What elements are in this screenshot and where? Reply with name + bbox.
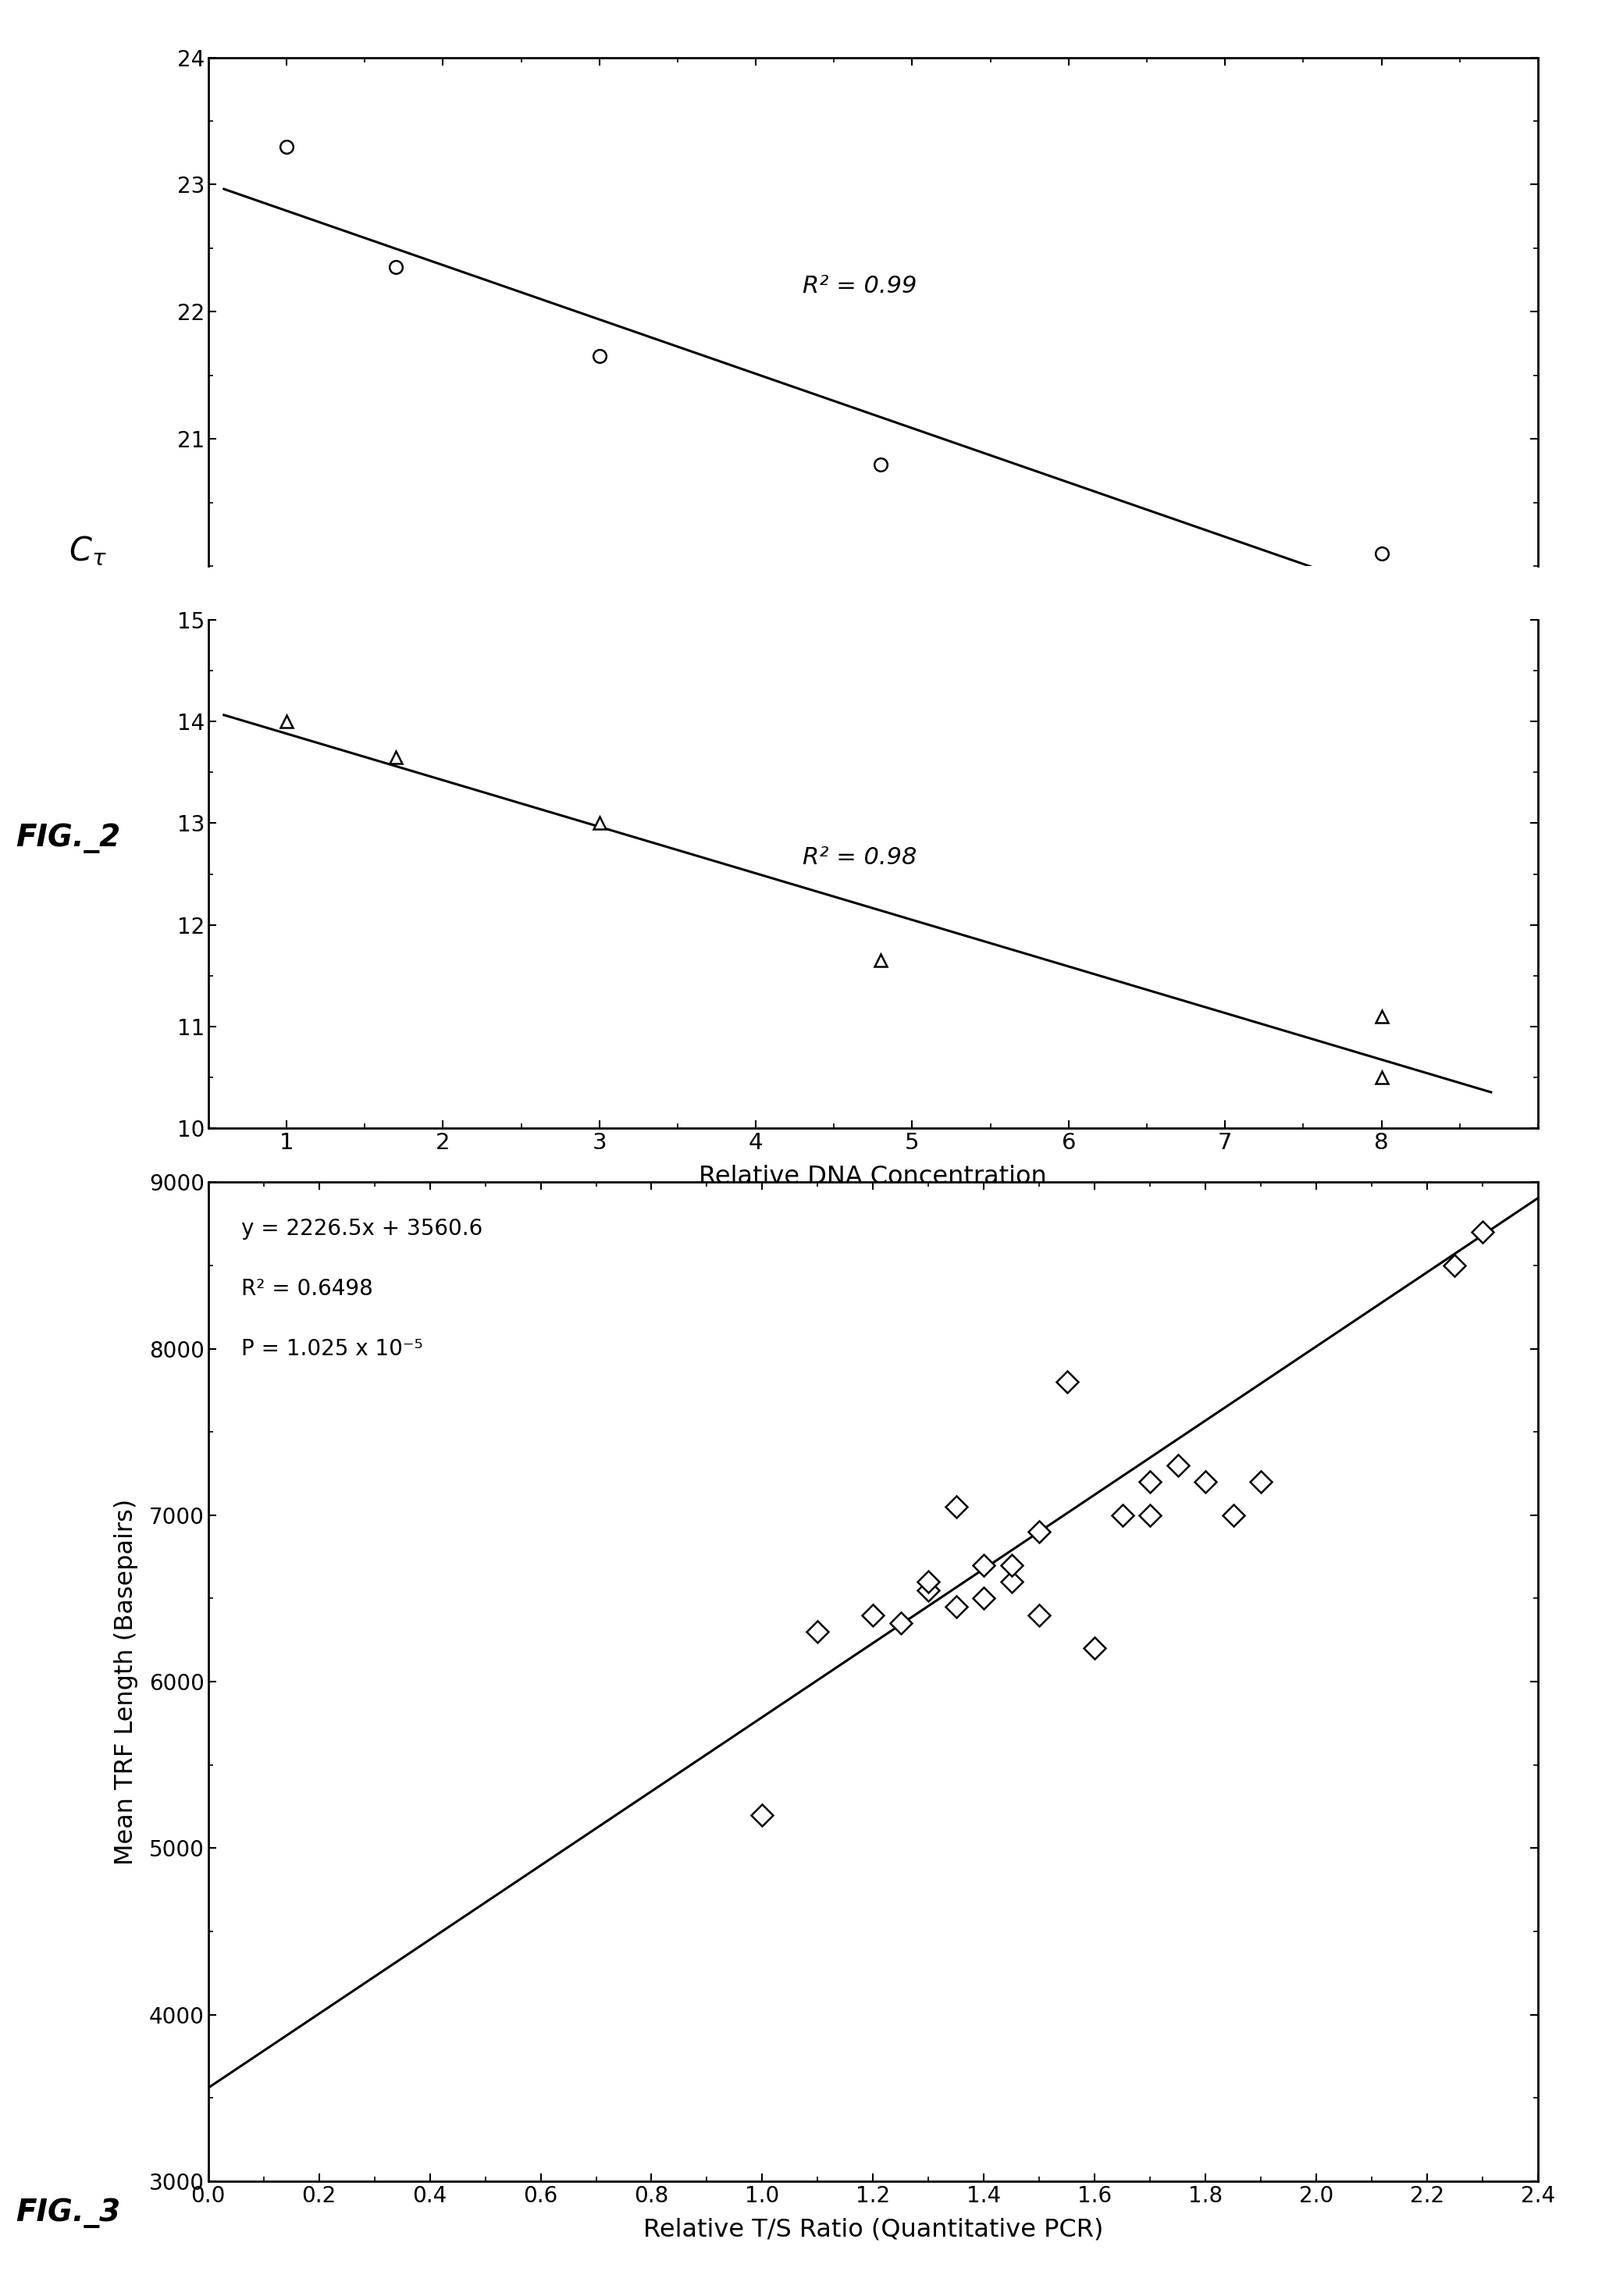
- Text: R² = 0.6498: R² = 0.6498: [242, 1279, 373, 1300]
- Text: FIG._2: FIG._2: [16, 822, 120, 854]
- Text: $C_\tau$: $C_\tau$: [69, 535, 107, 567]
- Text: R² = 0.99: R² = 0.99: [803, 276, 916, 296]
- Text: y = 2226.5x + 3560.6: y = 2226.5x + 3560.6: [242, 1219, 482, 1240]
- Text: FIG._3: FIG._3: [16, 2197, 120, 2229]
- Text: P = 1.025 x 10⁻⁵: P = 1.025 x 10⁻⁵: [242, 1339, 423, 1359]
- X-axis label: Relative T/S Ratio (Quantitative PCR): Relative T/S Ratio (Quantitative PCR): [642, 2218, 1104, 2241]
- Text: R² = 0.98: R² = 0.98: [803, 845, 916, 868]
- X-axis label: Relative DNA Concentration: Relative DNA Concentration: [698, 1164, 1048, 1189]
- Y-axis label: Mean TRF Length (Basepairs): Mean TRF Length (Basepairs): [114, 1499, 138, 1864]
